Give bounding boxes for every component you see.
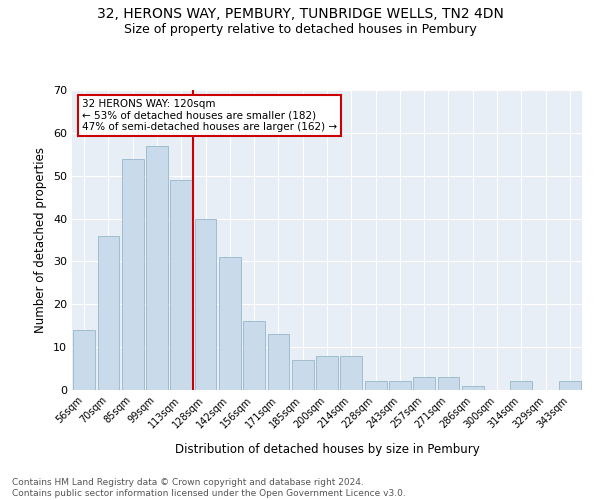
- Bar: [316, 356, 338, 390]
- Bar: [122, 158, 143, 390]
- Bar: [340, 356, 362, 390]
- Bar: [73, 330, 95, 390]
- Bar: [413, 377, 435, 390]
- Bar: [462, 386, 484, 390]
- Text: Distribution of detached houses by size in Pembury: Distribution of detached houses by size …: [175, 442, 479, 456]
- Bar: [97, 236, 119, 390]
- Text: 32, HERONS WAY, PEMBURY, TUNBRIDGE WELLS, TN2 4DN: 32, HERONS WAY, PEMBURY, TUNBRIDGE WELLS…: [97, 8, 503, 22]
- Bar: [292, 360, 314, 390]
- Bar: [243, 322, 265, 390]
- Bar: [365, 382, 386, 390]
- Bar: [559, 382, 581, 390]
- Bar: [268, 334, 289, 390]
- Text: 32 HERONS WAY: 120sqm
← 53% of detached houses are smaller (182)
47% of semi-det: 32 HERONS WAY: 120sqm ← 53% of detached …: [82, 99, 337, 132]
- Text: Contains HM Land Registry data © Crown copyright and database right 2024.
Contai: Contains HM Land Registry data © Crown c…: [12, 478, 406, 498]
- Bar: [194, 218, 217, 390]
- Y-axis label: Number of detached properties: Number of detached properties: [34, 147, 47, 333]
- Bar: [146, 146, 168, 390]
- Bar: [219, 257, 241, 390]
- Text: Size of property relative to detached houses in Pembury: Size of property relative to detached ho…: [124, 22, 476, 36]
- Bar: [511, 382, 532, 390]
- Bar: [170, 180, 192, 390]
- Bar: [389, 382, 411, 390]
- Bar: [437, 377, 460, 390]
